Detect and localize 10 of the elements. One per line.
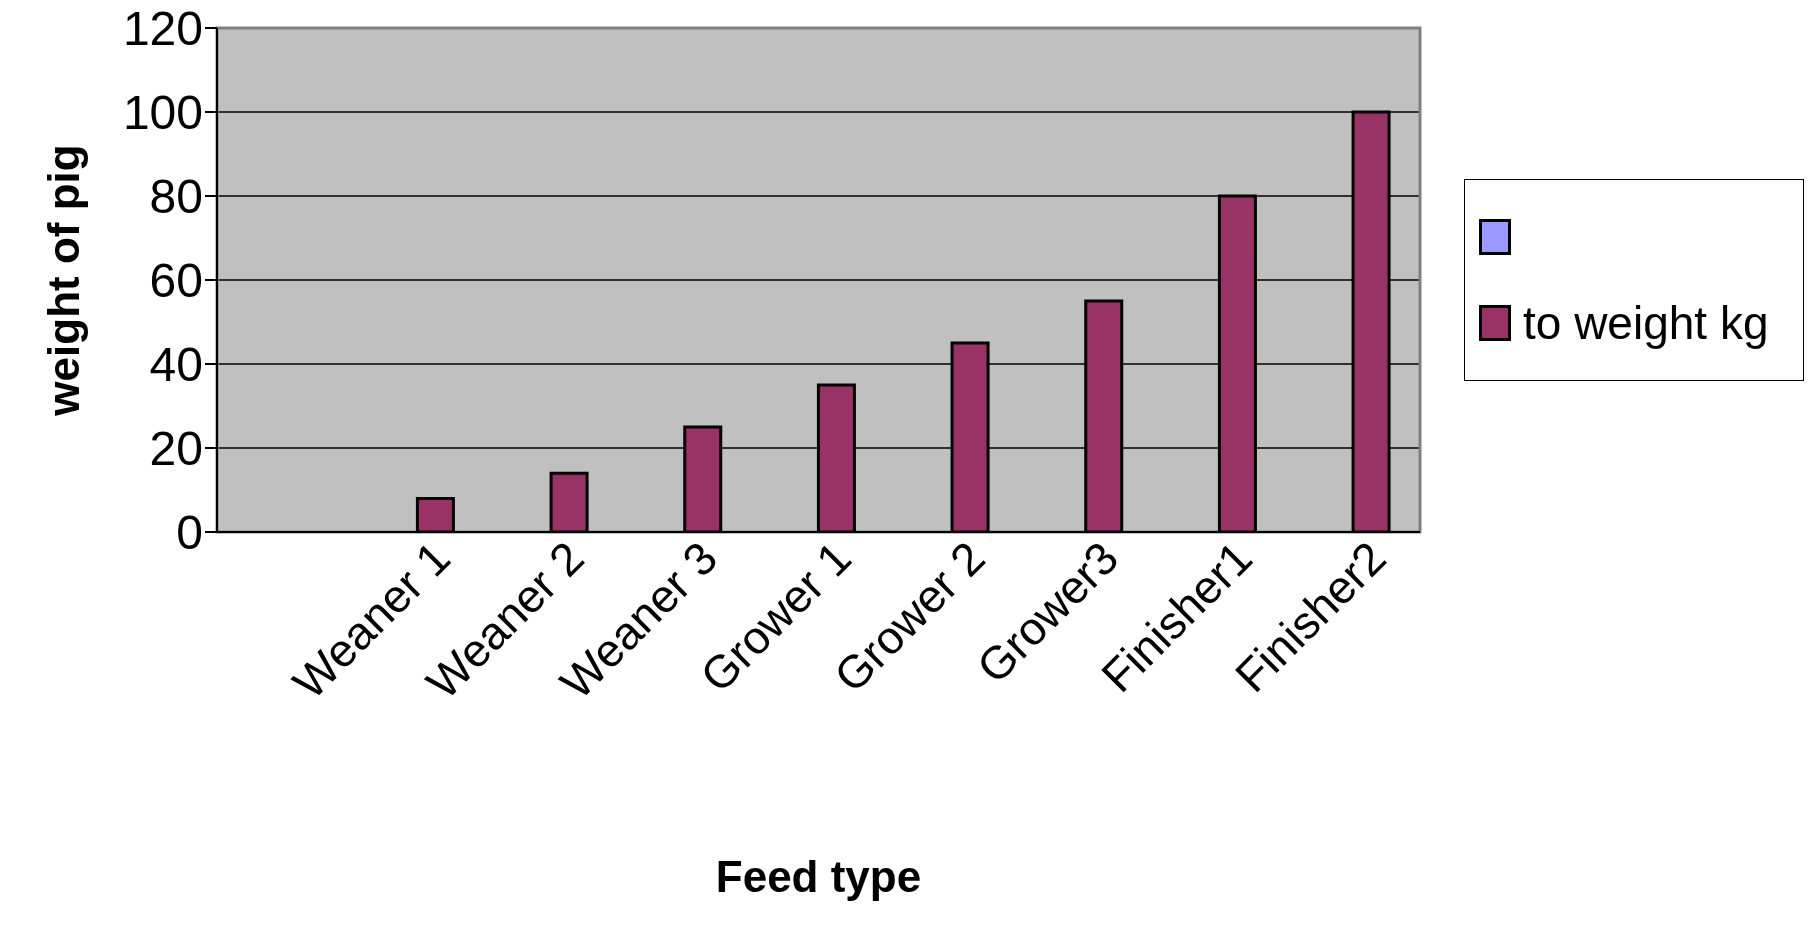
y-tick-label: 0 <box>176 506 203 560</box>
x-axis-title: Feed type <box>715 852 922 901</box>
legend-label: to weight kg <box>1523 296 1769 350</box>
y-tick-label: 40 <box>149 338 203 392</box>
y-tick-label: 60 <box>149 254 203 308</box>
y-tick-label: 80 <box>149 170 203 224</box>
y-tick-label: 120 <box>122 2 203 56</box>
y-tick-label: 20 <box>149 422 203 476</box>
y-axis-title: weight of pig <box>38 144 88 417</box>
y-tick-label: 100 <box>122 86 203 140</box>
